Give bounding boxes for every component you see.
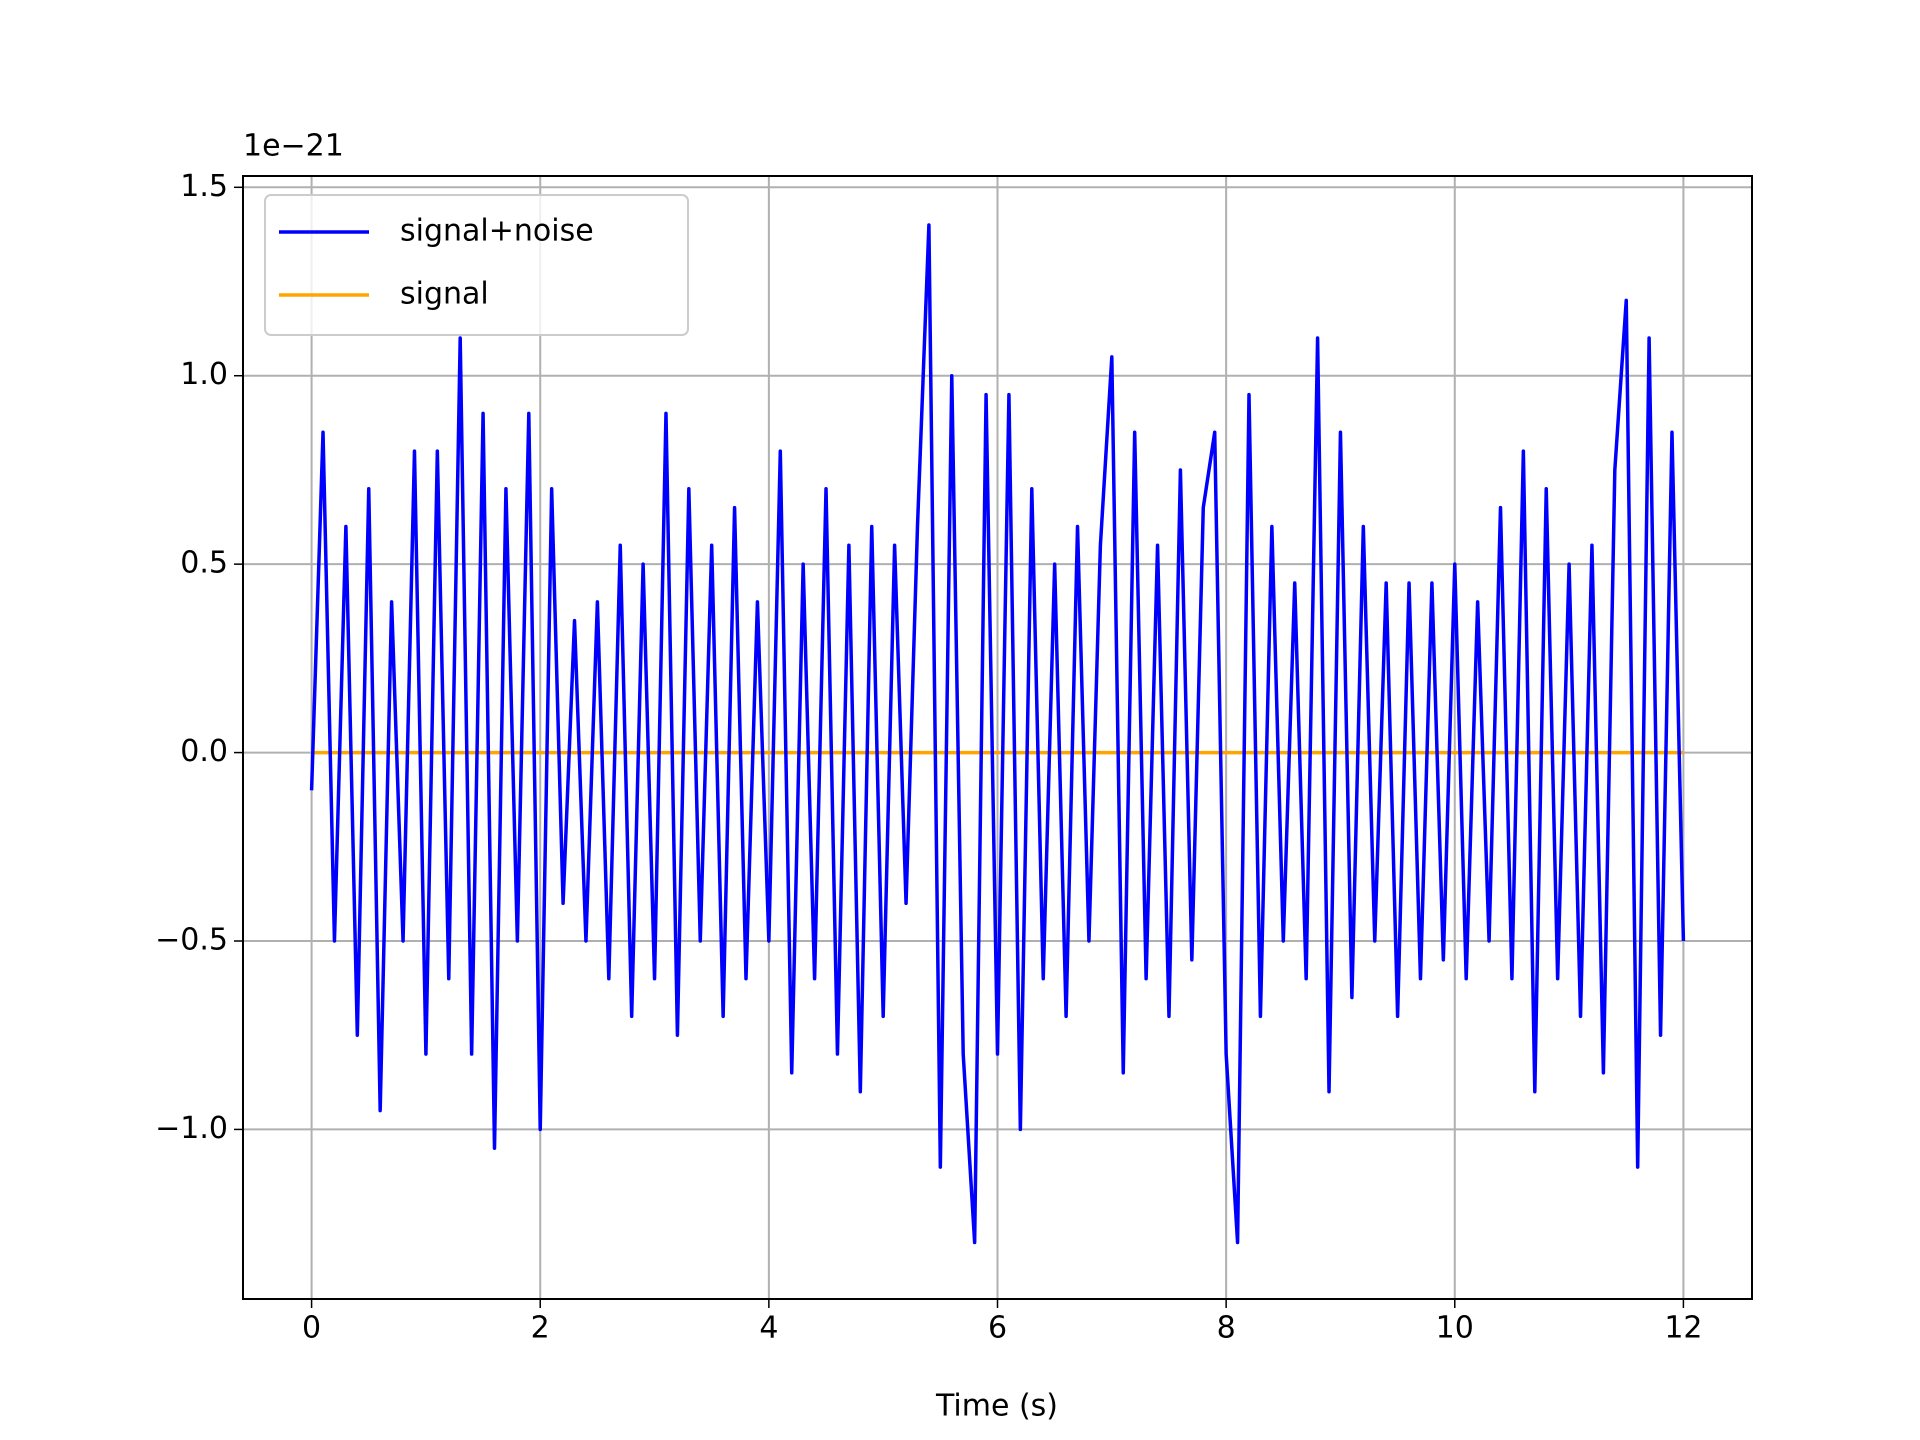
legend-label: signal+noise <box>400 214 594 249</box>
y-tick-label: 0.0 <box>180 734 228 769</box>
y-tick-label: 1.0 <box>180 357 228 392</box>
x-tick-label: 12 <box>1664 1311 1702 1346</box>
x-tick-label: 2 <box>531 1311 550 1346</box>
y-tick-label: 0.5 <box>180 546 228 581</box>
x-axis-label: Time (s) <box>935 1389 1058 1424</box>
y-tick-label: 1.5 <box>180 169 228 204</box>
axes-frame <box>242 175 1753 1300</box>
x-tick-label: 4 <box>759 1311 778 1346</box>
x-tick-label: 6 <box>988 1311 1007 1346</box>
x-tick-label: 0 <box>302 1311 321 1346</box>
legend-box <box>264 194 689 336</box>
data-line <box>309 223 1686 1245</box>
legend-label: signal <box>400 277 489 312</box>
y-tick-label: −0.5 <box>155 922 228 957</box>
x-tick-label: 8 <box>1217 1311 1236 1346</box>
y-tick-label: −1.0 <box>155 1111 228 1146</box>
y-offset-label: 1e−21 <box>243 129 344 164</box>
x-tick-label: 10 <box>1436 1311 1474 1346</box>
